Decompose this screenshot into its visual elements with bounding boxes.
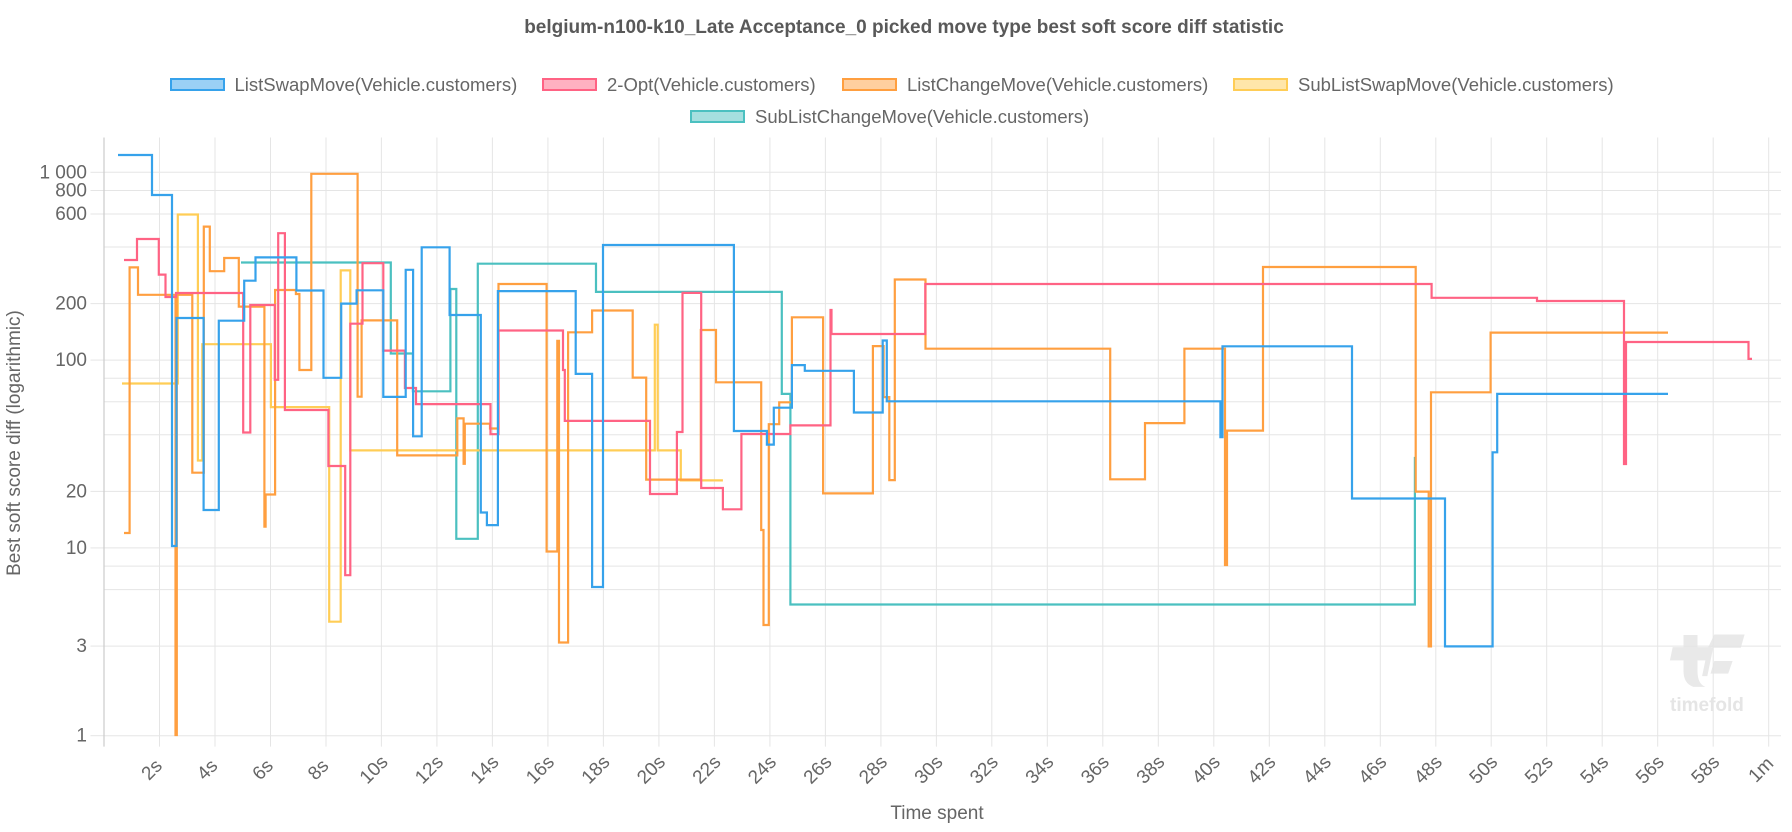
svg-text:1m: 1m — [1745, 753, 1779, 787]
svg-text:24s: 24s — [744, 752, 781, 789]
svg-text:200: 200 — [55, 294, 87, 315]
svg-text:42s: 42s — [1244, 752, 1281, 789]
svg-text:20s: 20s — [633, 752, 670, 789]
svg-text:28s: 28s — [855, 752, 892, 789]
svg-text:600: 600 — [55, 204, 87, 225]
svg-text:46s: 46s — [1355, 752, 1392, 789]
svg-text:40s: 40s — [1188, 752, 1225, 789]
svg-text:26s: 26s — [800, 752, 837, 789]
svg-text:18s: 18s — [578, 752, 615, 789]
svg-text:14s: 14s — [467, 752, 504, 789]
svg-text:3: 3 — [76, 636, 87, 657]
svg-text:34s: 34s — [1022, 752, 1059, 789]
svg-text:timefold: timefold — [1670, 695, 1744, 716]
svg-text:52s: 52s — [1521, 752, 1558, 789]
svg-text:44s: 44s — [1299, 752, 1336, 789]
svg-text:50s: 50s — [1466, 752, 1503, 789]
svg-text:48s: 48s — [1410, 752, 1447, 789]
svg-text:4s: 4s — [193, 756, 222, 785]
svg-text:10s: 10s — [356, 752, 393, 789]
svg-text:800: 800 — [55, 181, 87, 202]
svg-text:Best soft score diff (logarith: Best soft score diff (logarithmic) — [4, 310, 25, 576]
svg-text:8s: 8s — [304, 756, 333, 785]
svg-text:100: 100 — [55, 350, 87, 371]
svg-text:6s: 6s — [249, 756, 278, 785]
svg-text:16s: 16s — [522, 752, 559, 789]
svg-text:58s: 58s — [1688, 752, 1725, 789]
svg-text:54s: 54s — [1577, 752, 1614, 789]
svg-text:12s: 12s — [411, 752, 448, 789]
svg-text:1 000: 1 000 — [39, 162, 87, 183]
svg-text:2s: 2s — [138, 756, 167, 785]
svg-text:32s: 32s — [966, 752, 1003, 789]
svg-text:20: 20 — [66, 481, 87, 502]
svg-text:56s: 56s — [1632, 752, 1669, 789]
svg-text:1: 1 — [76, 726, 87, 747]
svg-text:Time spent: Time spent — [890, 803, 984, 824]
svg-text:30s: 30s — [911, 752, 948, 789]
svg-text:10: 10 — [66, 538, 87, 559]
svg-text:38s: 38s — [1133, 752, 1170, 789]
svg-text:36s: 36s — [1077, 752, 1114, 789]
svg-text:22s: 22s — [689, 752, 726, 789]
